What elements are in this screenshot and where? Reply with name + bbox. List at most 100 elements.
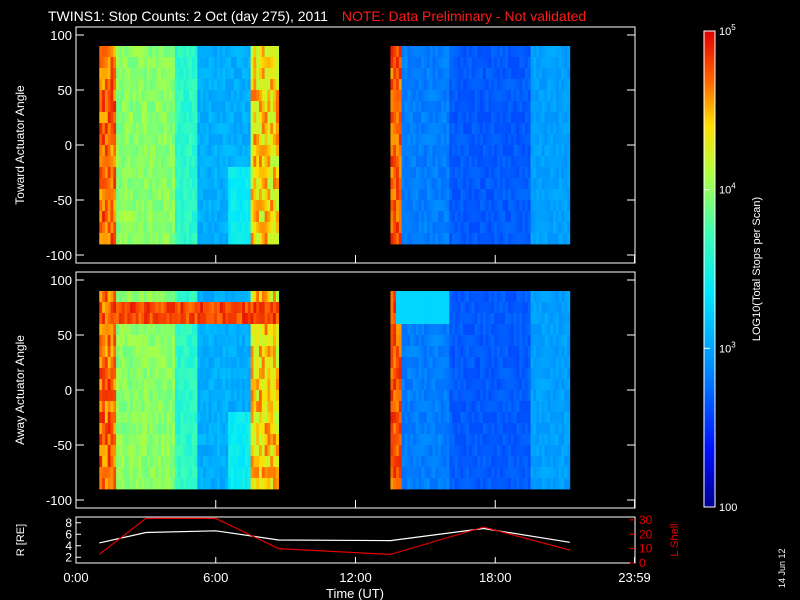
heatmap-cell: [127, 456, 131, 468]
heatmap-cell: [245, 156, 249, 168]
heatmap-cell: [564, 302, 568, 314]
heatmap-cell: [566, 434, 571, 446]
heatmap-cell: [104, 324, 109, 336]
heatmap-cell: [118, 90, 123, 102]
heatmap-cell: [191, 200, 195, 212]
heatmap-cell: [200, 46, 204, 58]
heatmap-cell: [463, 368, 467, 380]
heatmap-cell: [443, 145, 447, 157]
heatmap-cell: [505, 79, 509, 91]
heatmap-cell: [491, 434, 495, 446]
heatmap-cell: [488, 423, 492, 435]
title-main: TWINS1: Stop Counts: 2 Oct (day 275), 20…: [48, 8, 328, 24]
heatmap-cell: [264, 335, 268, 347]
heatmap-cell: [418, 211, 422, 223]
heatmap-cell: [149, 401, 153, 413]
heatmap-cell: [555, 335, 559, 347]
heatmap-cell: [239, 445, 243, 457]
heatmap-cell: [160, 101, 165, 113]
heatmap-cell: [110, 134, 114, 146]
heatmap-cell: [488, 222, 492, 234]
heatmap-cell: [558, 145, 562, 157]
heatmap-cell: [197, 412, 201, 424]
heatmap-cell: [180, 57, 184, 69]
heatmap-cell: [169, 302, 173, 314]
heatmap-cell: [550, 291, 554, 303]
heatmap-cell: [256, 200, 260, 212]
heatmap-cell: [513, 401, 517, 413]
heatmap-cell: [460, 79, 464, 91]
heatmap-cell: [225, 156, 229, 168]
heatmap-cell: [166, 112, 170, 124]
heatmap-cell: [533, 346, 537, 358]
heatmap-cell: [174, 390, 179, 402]
heatmap-cell: [452, 401, 456, 413]
heatmap-cell: [508, 324, 512, 336]
heatmap-cell: [452, 423, 456, 435]
heatmap-cell: [110, 324, 114, 336]
heatmap-cell: [421, 222, 425, 234]
heatmap-cell: [552, 456, 557, 468]
heatmap-cell: [127, 302, 131, 314]
heatmap-cell: [454, 222, 459, 234]
heatmap-cell: [166, 302, 170, 314]
heatmap-cell: [188, 313, 193, 325]
heatmap-cell: [454, 156, 459, 168]
heatmap-cell: [552, 445, 557, 457]
heatmap-cell: [208, 412, 212, 424]
heatmap-cell: [259, 90, 263, 102]
heatmap-cell: [471, 200, 475, 212]
heatmap-cell: [261, 112, 266, 124]
heatmap-cell: [113, 233, 117, 245]
heatmap-cell: [516, 46, 520, 58]
heatmap-cell: [552, 101, 557, 113]
heatmap-cell: [429, 291, 433, 303]
heatmap-cell: [502, 233, 506, 245]
heatmap-cell: [138, 313, 142, 325]
heatmap-cell: [547, 90, 551, 102]
heatmap-cell: [135, 101, 139, 113]
heatmap-cell: [127, 291, 131, 303]
heatmap-cell: [124, 134, 128, 146]
heatmap-cell: [121, 434, 125, 446]
heatmap-cell: [435, 211, 439, 223]
heatmap-cell: [510, 335, 515, 347]
heatmap-cell: [138, 167, 142, 179]
heatmap-cell: [522, 134, 526, 146]
heatmap-cell: [471, 302, 475, 314]
heatmap-cell: [110, 313, 114, 325]
heatmap-cell: [544, 368, 548, 380]
heatmap-cell: [488, 390, 492, 402]
heatmap-cell: [110, 200, 114, 212]
orbit-left-tick-label: 6: [65, 527, 72, 541]
heatmap-cell: [242, 57, 246, 69]
heatmap-cell: [522, 434, 526, 446]
heatmap-cell: [508, 189, 512, 201]
heatmap-cell: [410, 456, 414, 468]
heatmap-cell: [191, 368, 195, 380]
heatmap-cell: [225, 145, 229, 157]
heatmap-cell: [561, 101, 565, 113]
heatmap-cell: [202, 412, 207, 424]
heatmap-cell: [471, 222, 475, 234]
heatmap-cell: [214, 145, 218, 157]
heatmap-cell: [398, 101, 403, 113]
heatmap-cell: [158, 112, 162, 124]
heatmap-cell: [118, 178, 123, 190]
heatmap-cell: [191, 101, 195, 113]
heatmap-cell: [104, 90, 109, 102]
heatmap-cell: [121, 390, 125, 402]
heatmap-cell: [561, 412, 565, 424]
heatmap-cell: [468, 467, 473, 479]
heatmap-cell: [130, 401, 134, 413]
heatmap-cell: [541, 302, 545, 314]
heatmap-cell: [438, 302, 442, 314]
heatmap-cell: [555, 200, 559, 212]
heatmap-cell: [533, 68, 537, 80]
heatmap-cell: [446, 101, 450, 113]
heatmap-cell: [513, 57, 517, 69]
heatmap-cell: [211, 134, 215, 146]
heatmap-cell: [407, 200, 411, 212]
heatmap-cell: [275, 467, 280, 479]
heatmap-cell: [208, 390, 212, 402]
